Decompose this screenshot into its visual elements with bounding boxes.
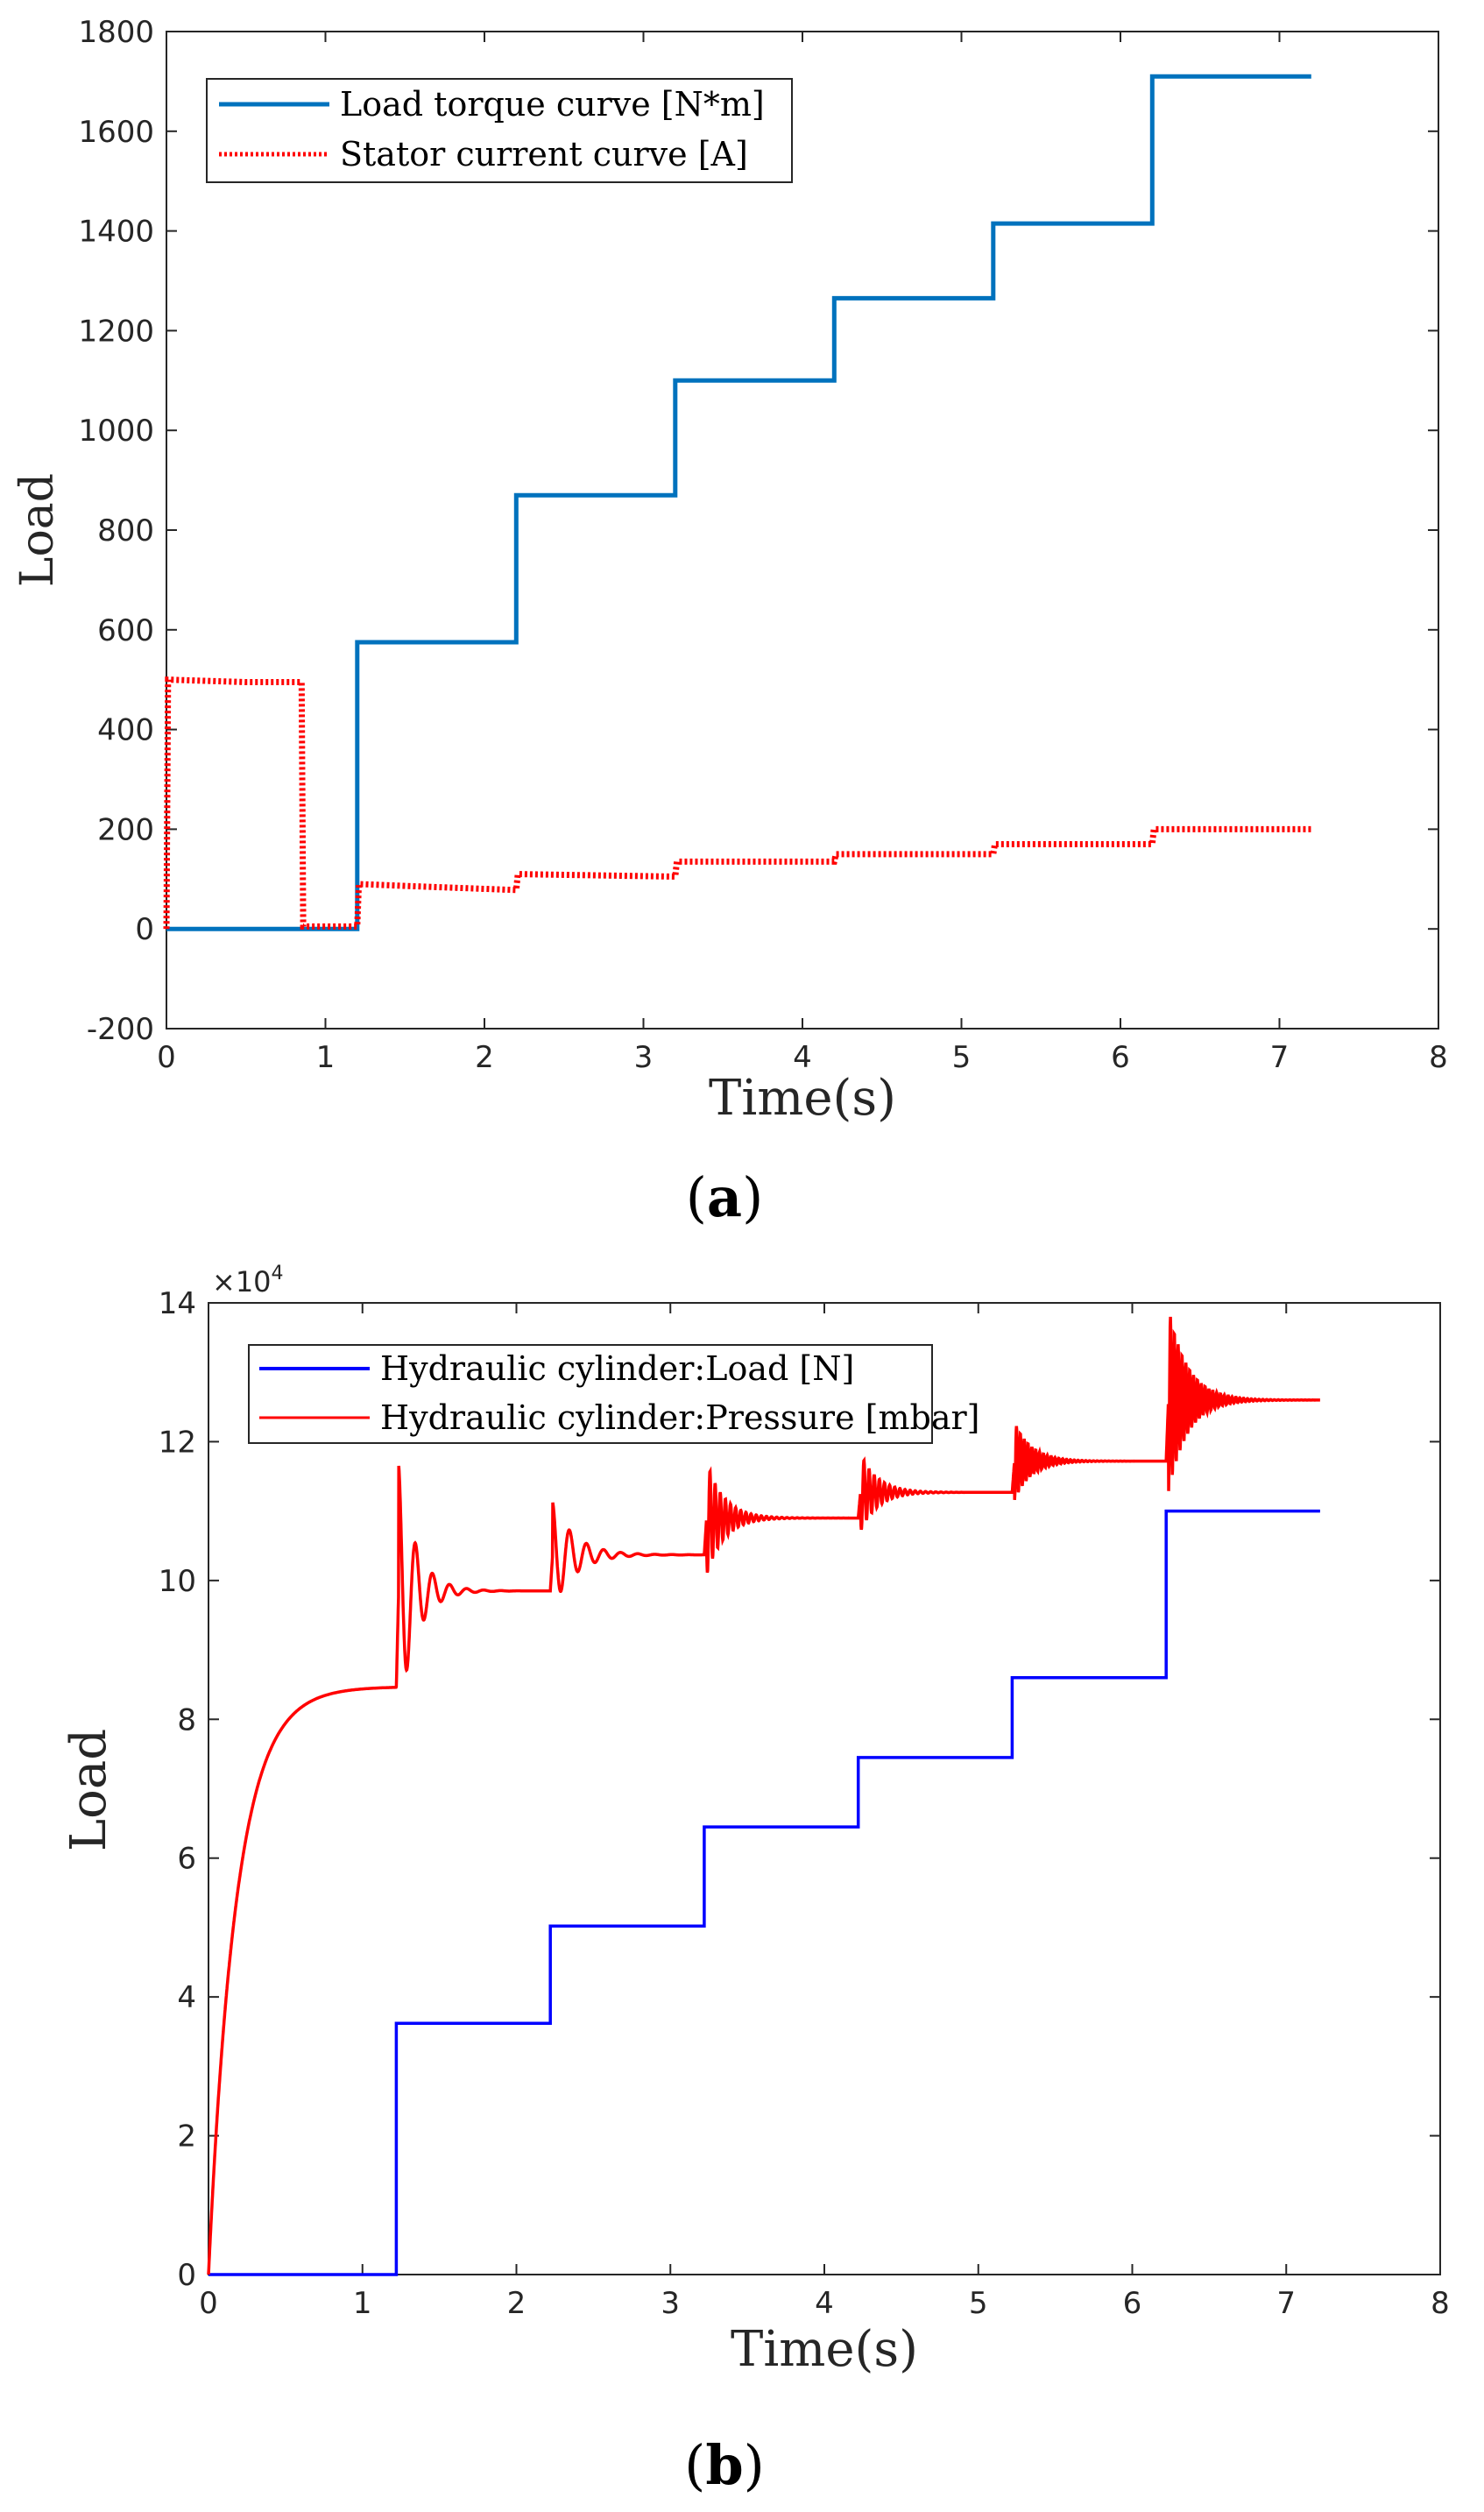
panel-b-legend: Hydraulic cylinder:Load [N] Hydraulic cy… — [248, 1344, 979, 1444]
panel-a-ytick-label: 1200 — [78, 314, 154, 349]
panel-a-xtick-label: 6 — [1111, 1040, 1130, 1075]
panel-a-ytick-label: 0 — [135, 912, 154, 947]
panel-a-caption-letter: a — [707, 1165, 742, 1229]
panel-b-caption: (b) — [684, 2433, 765, 2497]
panel-a-ytick-label: 1800 — [78, 15, 154, 50]
panel-a-ytick-label: 600 — [97, 613, 154, 648]
panel-b-xtick-label: 1 — [353, 2286, 372, 2321]
panel-a-caption: (a) — [686, 1165, 764, 1229]
panel-b-ytick-label: 8 — [177, 1702, 196, 1737]
panel-b-ytick-label: 2 — [177, 2119, 196, 2155]
panel-b-xtick-label: 5 — [969, 2286, 988, 2321]
panel-b-ytick-label: 4 — [177, 1980, 196, 2015]
legend-label-load-torque: Load torque curve [N*m] — [340, 85, 765, 124]
panel-a-xtick-label: 8 — [1429, 1040, 1448, 1075]
legend-label-hydraulic-load: Hydraulic cylinder:Load [N] — [380, 1349, 854, 1388]
panel-b-xtick-label: 7 — [1276, 2286, 1296, 2321]
panel-a-xtick-label: 4 — [793, 1040, 812, 1075]
panel-a-ytick-label: 400 — [97, 713, 154, 748]
panel-a-chart: 0 1 2 3 4 5 6 7 8-200020040060080010001200140016… — [11, 15, 1448, 1229]
panel-a-ytick-label: 800 — [97, 513, 154, 548]
panel-b-y-multiplier-base: ×10 — [212, 1265, 272, 1298]
panel-a-ytick-label: 1400 — [78, 215, 154, 250]
panel-b-xtick-label: 8 — [1431, 2286, 1450, 2321]
panel-a-xtick-label: 3 — [634, 1040, 654, 1075]
panel-b-xlabel: Time(s) — [731, 2321, 918, 2378]
panel-a-xtick-label: 7 — [1270, 1040, 1290, 1075]
panel-a-xtick-label: 2 — [475, 1040, 494, 1075]
panel-b-y-multiplier-exp: 4 — [272, 1263, 284, 1284]
panel-b-xtick-label: 3 — [661, 2286, 680, 2321]
panel-a-ytick-label: 1600 — [78, 115, 154, 150]
panel-b-xtick-label: 2 — [507, 2286, 526, 2321]
panel-a-legend-box — [206, 78, 793, 183]
legend-label-stator-current: Stator current curve [A] — [340, 135, 748, 173]
panel-a-series-0-line — [166, 74, 1311, 931]
panel-a-ytick-label: 1000 — [78, 414, 154, 449]
panel-b-xtick-label: 6 — [1123, 2286, 1142, 2321]
panel-b-ytick-label: 10 — [159, 1564, 196, 1599]
panel-b-ylabel: Load — [60, 1729, 117, 1851]
panel-b-ytick-label: 0 — [177, 2258, 196, 2293]
panel-a-xtick-label: 1 — [316, 1040, 336, 1075]
panel-a-legend: Load torque curve [N*m] Stator current c… — [206, 78, 793, 183]
panel-b-series-1-line — [207, 1316, 1320, 2275]
panel-b-y-multiplier: ×104 — [212, 1263, 284, 1298]
panel-a-xlabel: Time(s) — [709, 1070, 896, 1127]
panel-a-xtick-label: 0 — [157, 1040, 176, 1075]
panel-b-ytick-label: 12 — [159, 1425, 196, 1460]
panel-b-xtick-label: 4 — [815, 2286, 834, 2321]
panel-a-xtick-label: 5 — [952, 1040, 972, 1075]
panel-b-caption-letter: b — [705, 2433, 743, 2497]
panel-b-axes-box — [208, 1302, 1441, 2275]
panel-a-ytick-label: 200 — [97, 812, 154, 847]
panel-a-ytick-label: -200 — [87, 1012, 154, 1047]
panel-b-legend-box — [248, 1344, 933, 1444]
legend-label-hydraulic-pressure: Hydraulic cylinder:Pressure [mbar] — [380, 1398, 979, 1437]
panel-b-ytick-label: 14 — [159, 1286, 196, 1321]
panel-b-series-0-line — [208, 1509, 1320, 2276]
panel-a-series-1-line — [163, 676, 1311, 930]
panel-b-xtick-label: 0 — [199, 2286, 218, 2321]
panel-a-ylabel: Load — [11, 473, 64, 587]
panel-b-ytick-label: 6 — [177, 1842, 196, 1877]
